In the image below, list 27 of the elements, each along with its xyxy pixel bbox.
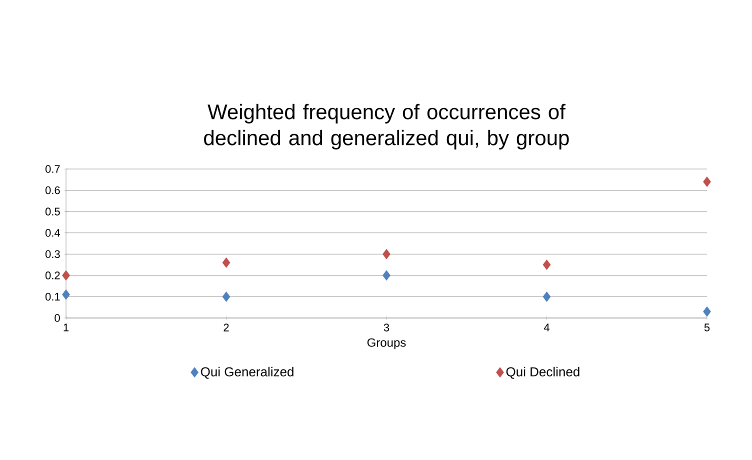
- y-tick-label: 0.1: [45, 292, 60, 301]
- y-tick-label: 0.5: [45, 208, 60, 216]
- point: [222, 292, 230, 302]
- x-tick-label: 5: [704, 324, 710, 332]
- y-tick-label: 0.6: [45, 186, 60, 194]
- y-tick-label: 0: [54, 314, 60, 322]
- y-tick-label: 0.2: [45, 272, 60, 280]
- x-tick-label: 4: [544, 324, 550, 332]
- legend-label: Qui Declined: [506, 366, 580, 379]
- y-tick-label: 0.3: [45, 250, 60, 258]
- point: [62, 270, 70, 281]
- y-tick-label: 0.4: [45, 228, 60, 237]
- point: [382, 270, 390, 281]
- point: [62, 289, 70, 300]
- point: [542, 260, 551, 270]
- chart-title: Weighted frequency of occurrences of declined and generalized qui, by group: [204, 104, 569, 150]
- point: [542, 292, 551, 302]
- point: [703, 306, 711, 317]
- point: [382, 248, 390, 260]
- x-tick-label: 1: [64, 324, 69, 332]
- x-tick-label: 2: [224, 324, 229, 332]
- x-axis-title: Groups: [367, 338, 406, 350]
- y-tick-label: 0.7: [45, 165, 60, 173]
- x-tick-label: 3: [384, 324, 390, 332]
- point: [222, 257, 230, 268]
- legend-label: Qui Generalized: [200, 366, 294, 379]
- point: [703, 176, 711, 187]
